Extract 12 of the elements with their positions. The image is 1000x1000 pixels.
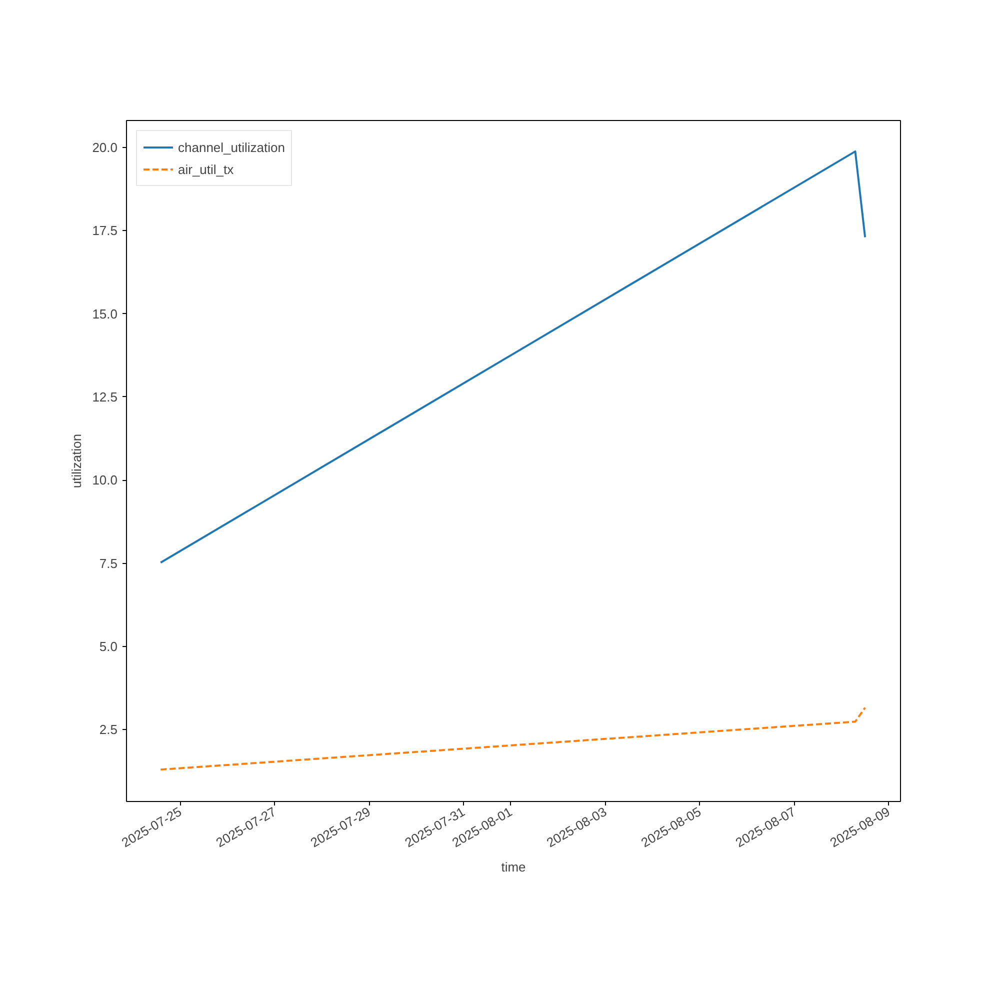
y-tick-label: 5.0 xyxy=(99,638,118,654)
y-tick-label: 20.0 xyxy=(92,140,118,155)
y-axis-title: utilization xyxy=(69,434,84,488)
y-tick-label: 12.5 xyxy=(92,389,118,404)
x-axis-title: time xyxy=(501,860,526,875)
y-tick-label: 15.0 xyxy=(92,306,118,322)
legend-label: air_util_tx xyxy=(178,162,234,176)
y-tick-label: 10.0 xyxy=(92,472,118,488)
y-tick-label: 17.5 xyxy=(92,223,118,238)
y-tick-label: 2.5 xyxy=(99,722,118,738)
legend-label: channel_utilization xyxy=(178,140,285,154)
y-tick-label: 7.5 xyxy=(99,556,118,571)
